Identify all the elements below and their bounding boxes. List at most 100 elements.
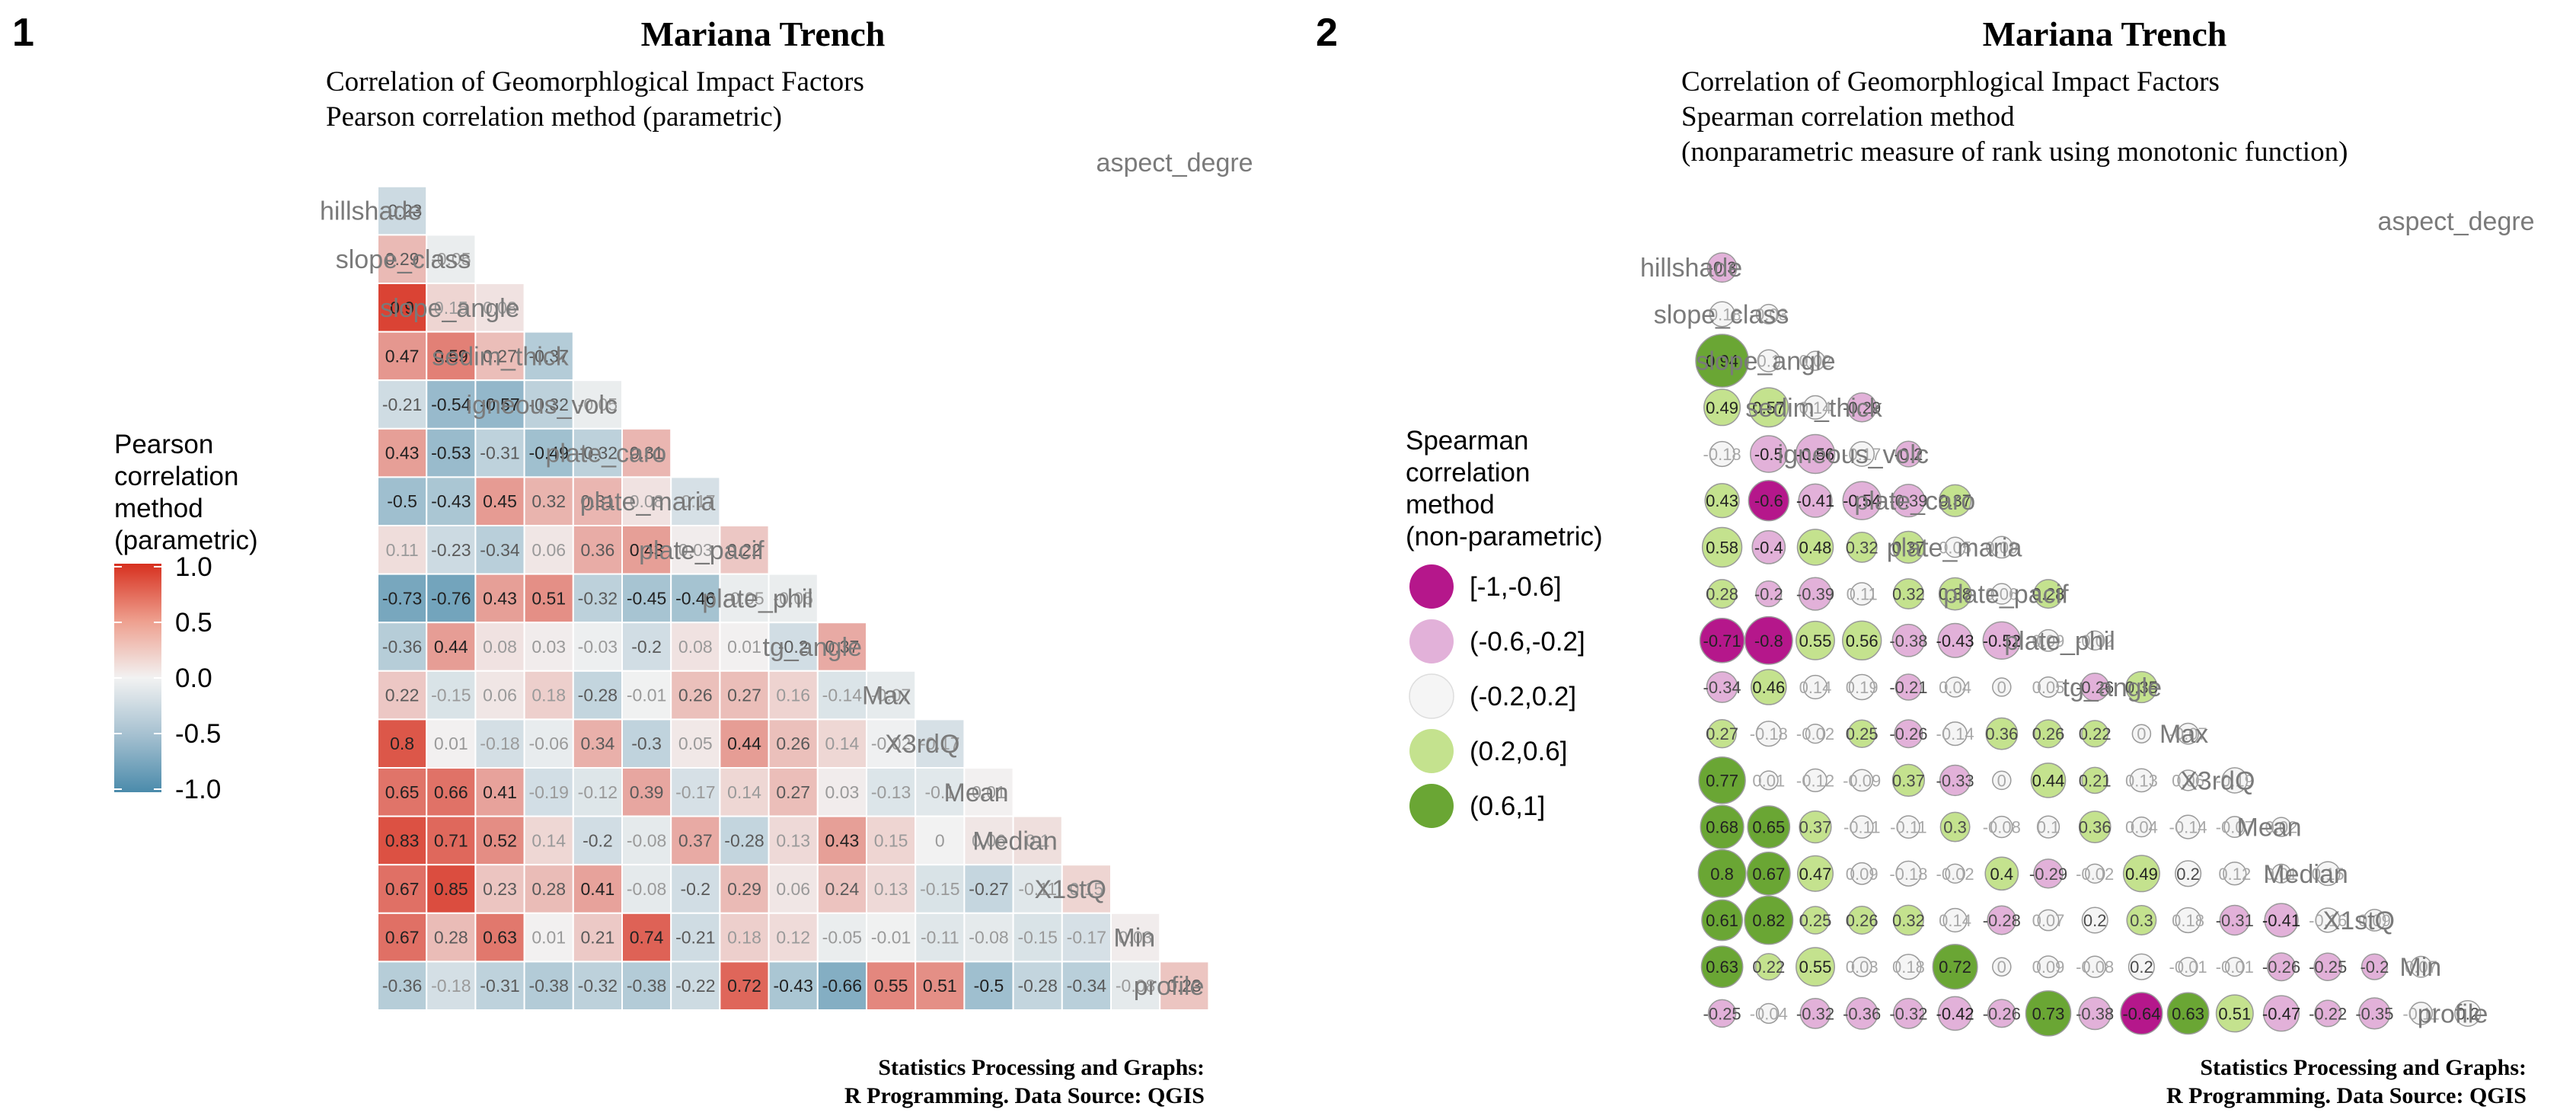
cell-value-label: 0.14: [1939, 911, 1971, 930]
correlation-circle: [2038, 676, 2059, 698]
cell-value-label: 0.51: [531, 588, 566, 608]
cell-value-label: -0.26: [2262, 958, 2300, 977]
heatmap-cell: [523, 815, 574, 866]
caption-line-1: Statistics Processing and Graphs:: [878, 1055, 1205, 1080]
cell-value-label: 0.28: [2032, 585, 2065, 604]
correlation-circle: [2314, 999, 2342, 1028]
legend-title-line-3: method: [1406, 490, 1495, 520]
cell-value-label: -0.34: [1067, 976, 1107, 996]
legend-swatch: [1409, 729, 1454, 773]
heatmap-cell: [1061, 912, 1112, 963]
cell-value-label: 0.65: [385, 782, 420, 802]
cell-value-label: -0.08: [2076, 958, 2114, 977]
cell-value-label: -0.18: [431, 976, 471, 996]
heatmap-cell: [768, 912, 819, 963]
correlation-circle: [2128, 953, 2155, 980]
cell-value-label: 0.22: [727, 540, 761, 560]
correlation-circle: [2083, 955, 2106, 978]
cell-value-label: -0.38: [1889, 631, 1927, 651]
cell-value-label: -0.6: [1754, 491, 1783, 510]
correlation-circle: [2033, 579, 2064, 609]
cell-value-label: -0.47: [2262, 1004, 2300, 1023]
legend-tick-label: 0.5: [175, 608, 212, 638]
correlation-circle: [1707, 999, 1737, 1028]
legend-title-line-3: method: [114, 494, 203, 523]
heatmap-cell: [670, 622, 721, 672]
legend-title-line-2: correlation: [114, 462, 238, 491]
cell-value-label: 0.61: [1706, 911, 1738, 930]
correlation-circle: [1700, 804, 1744, 849]
correlation-circle: [1938, 577, 1972, 611]
correlation-circle: [1751, 530, 1786, 564]
correlation-circle: [2454, 999, 2482, 1027]
cell-value-label: -0.38: [627, 976, 666, 996]
correlation-circle: [1987, 999, 2016, 1028]
heatmap-cell: [474, 331, 525, 382]
cell-value-label: 0.44: [727, 734, 761, 753]
correlation-circle: [1796, 947, 1835, 987]
heatmap-cell: [572, 622, 623, 672]
cell-value-label: -0.21: [1889, 678, 1927, 697]
heatmap-cell: [474, 670, 525, 721]
heatmap-cell: [523, 427, 574, 478]
legend-item-label: (0.6,1]: [1470, 791, 1545, 821]
correlation-circle: [1937, 996, 1973, 1031]
correlation-circle: [2036, 815, 2060, 839]
heatmap-cell: [523, 670, 574, 721]
cell-value-label: -0.39: [1796, 585, 1834, 604]
legend-item-label: (-0.6,-0.2]: [1470, 627, 1585, 657]
cell-value-label: 0.57: [1752, 398, 1785, 417]
cell-value-label: -0.21: [382, 395, 422, 414]
correlation-circle: [1897, 815, 1920, 839]
cell-value-label: -0.17: [1843, 445, 1881, 464]
cell-value-label: 0.71: [434, 830, 468, 850]
cell-value-label: -0.16: [2309, 911, 2347, 930]
row-label: slope_angle: [380, 294, 519, 323]
cell-value-label: 0.08: [678, 637, 713, 657]
cell-value-label: 0: [1997, 958, 2006, 977]
correlation-circle: [2177, 769, 2199, 791]
chart-title: Mariana Trench: [1983, 14, 2227, 53]
cell-value-label: -0.31: [2216, 911, 2254, 930]
heatmap-cell: [377, 573, 428, 624]
row-label: Median: [972, 826, 1058, 855]
cell-value-label: 0.43: [630, 540, 664, 560]
cell-value-label: 0.06: [1985, 585, 2018, 604]
cell-value-label: 0.32: [1846, 538, 1879, 557]
cell-value-label: 0.58: [1706, 538, 1738, 557]
heatmap-cell: [816, 815, 868, 866]
cell-value-label: 0.47: [1799, 865, 1832, 884]
heatmap-cell: [474, 427, 525, 478]
row-label: profile: [2418, 999, 2488, 1028]
heatmap-cell: [377, 815, 428, 866]
cell-value-label: -0.15: [1017, 928, 1057, 948]
cell-value-label: -0.38: [528, 976, 568, 996]
heatmap-cell: [1012, 961, 1063, 1012]
cell-value-label: -0.32: [1796, 1004, 1834, 1023]
cell-value-label: -0.03: [578, 637, 618, 657]
cell-value-label: 0.09: [1846, 865, 1879, 884]
row-label: igneous_volc: [467, 391, 618, 420]
correlation-circle: [1850, 815, 1874, 839]
cell-value-label: 0.3: [1943, 818, 1967, 837]
cell-value-label: -0.3: [1708, 258, 1737, 277]
correlation-circle: [1799, 997, 1831, 1029]
heatmap-cell: [621, 427, 672, 478]
cell-value-label: 0.67: [1752, 865, 1785, 884]
cell-value-label: -0.56: [1796, 445, 1834, 464]
correlation-circle: [2175, 906, 2201, 934]
cell-value-label: 0.37: [825, 637, 860, 657]
heatmap-cell: [621, 622, 672, 672]
cell-value-label: 0.29: [385, 249, 420, 269]
cell-value-label: -0.05: [724, 588, 764, 608]
heatmap-cell: [474, 573, 525, 624]
heatmap-cell: [816, 718, 868, 769]
cell-value-label: 0.8: [1710, 865, 1734, 884]
cell-value-label: 0.67: [385, 879, 420, 899]
row-label: aspect_degre: [2378, 207, 2535, 236]
cell-value-label: 0.01: [727, 637, 761, 657]
correlation-circle: [2081, 720, 2109, 748]
cell-value-label: 0.15: [1070, 879, 1104, 899]
row-label: sedim_thick: [432, 342, 570, 371]
legend-swatch: [1409, 619, 1454, 663]
